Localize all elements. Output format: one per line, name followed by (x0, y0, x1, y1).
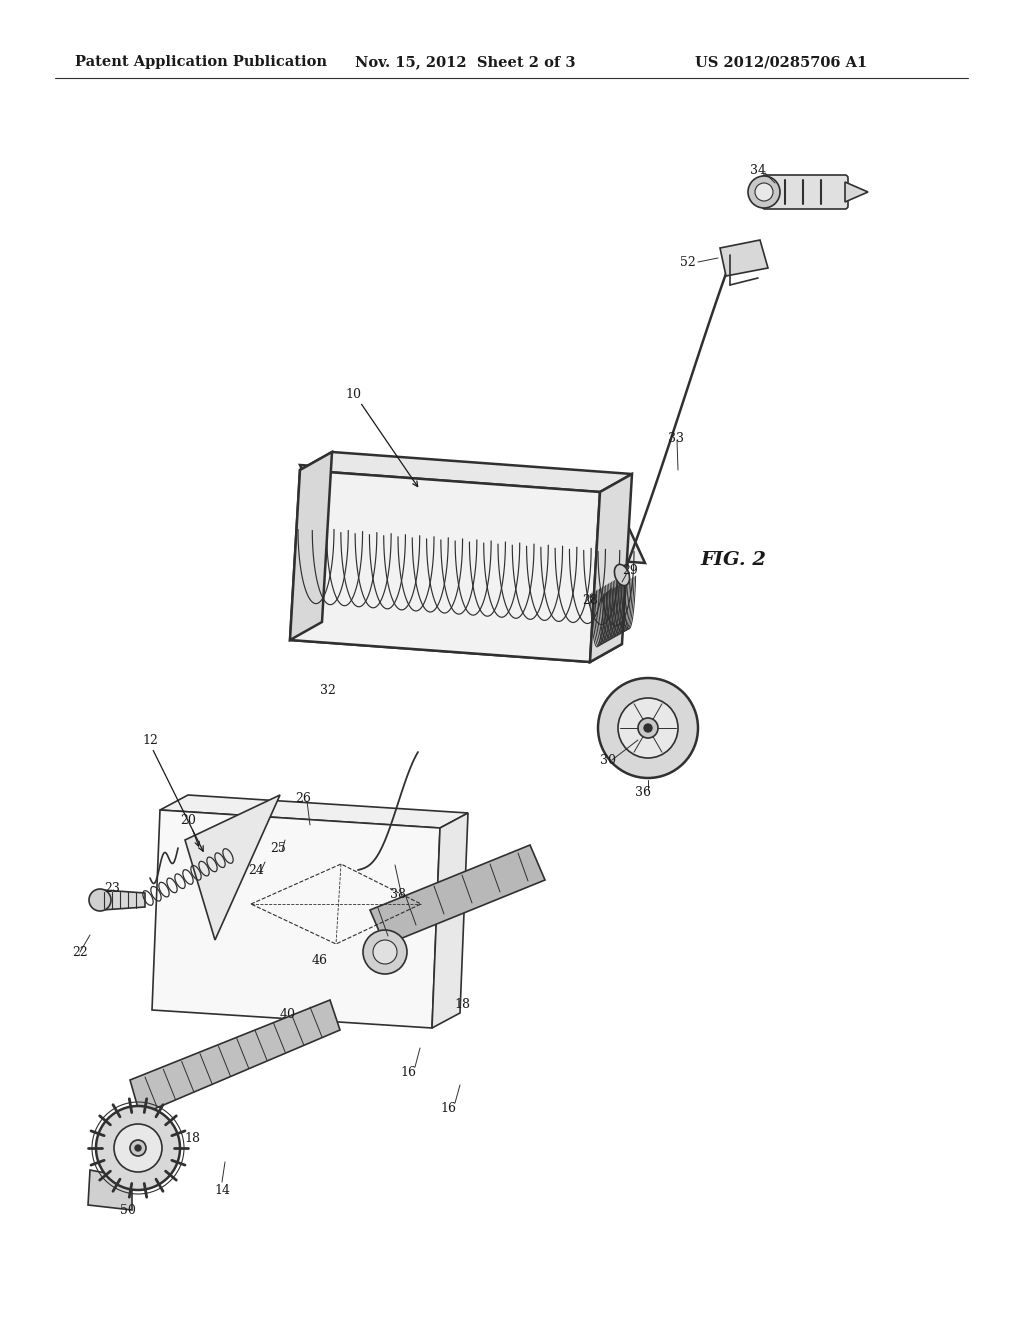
Polygon shape (102, 890, 145, 909)
Polygon shape (152, 810, 440, 1028)
Polygon shape (845, 182, 868, 202)
Circle shape (618, 698, 678, 758)
Text: 33: 33 (668, 432, 684, 445)
Text: Patent Application Publication: Patent Application Publication (75, 55, 327, 69)
Text: 52: 52 (680, 256, 696, 269)
Text: 32: 32 (319, 684, 336, 697)
Text: 24: 24 (248, 863, 264, 876)
Text: 12: 12 (142, 734, 158, 747)
FancyBboxPatch shape (762, 176, 848, 209)
Text: 18: 18 (184, 1131, 200, 1144)
Polygon shape (290, 470, 600, 663)
Polygon shape (300, 465, 645, 564)
Text: 30: 30 (600, 754, 616, 767)
Text: 29: 29 (622, 564, 638, 577)
Circle shape (135, 1144, 141, 1151)
Text: 16: 16 (400, 1065, 416, 1078)
Text: 34: 34 (750, 164, 766, 177)
Circle shape (638, 718, 658, 738)
Text: 25: 25 (270, 842, 286, 854)
Polygon shape (590, 474, 632, 663)
Circle shape (362, 931, 407, 974)
Circle shape (114, 1125, 162, 1172)
Circle shape (130, 1140, 146, 1156)
Circle shape (598, 678, 698, 777)
Polygon shape (88, 1170, 132, 1210)
Text: 50: 50 (120, 1204, 136, 1217)
Circle shape (644, 723, 652, 733)
Polygon shape (160, 795, 468, 828)
Circle shape (748, 176, 780, 209)
Polygon shape (370, 845, 545, 945)
Text: 40: 40 (280, 1008, 296, 1022)
Circle shape (89, 888, 111, 911)
Text: 26: 26 (295, 792, 311, 804)
Text: 23: 23 (104, 882, 120, 895)
Circle shape (96, 1106, 180, 1191)
Polygon shape (290, 622, 622, 663)
Polygon shape (290, 451, 332, 640)
Circle shape (755, 183, 773, 201)
Text: US 2012/0285706 A1: US 2012/0285706 A1 (695, 55, 867, 69)
Text: FIG. 2: FIG. 2 (700, 550, 766, 569)
Text: Nov. 15, 2012  Sheet 2 of 3: Nov. 15, 2012 Sheet 2 of 3 (355, 55, 575, 69)
Text: 22: 22 (72, 945, 88, 958)
Text: 20: 20 (180, 813, 196, 826)
Text: 10: 10 (345, 388, 361, 401)
Text: 14: 14 (214, 1184, 230, 1196)
Polygon shape (185, 795, 280, 940)
Text: 38: 38 (390, 888, 406, 902)
Polygon shape (300, 451, 632, 492)
Polygon shape (432, 813, 468, 1028)
Circle shape (373, 940, 397, 964)
Ellipse shape (614, 565, 630, 586)
Polygon shape (130, 1001, 340, 1115)
Text: 16: 16 (440, 1101, 456, 1114)
Text: 28: 28 (582, 594, 598, 606)
Text: 36: 36 (635, 787, 651, 800)
Polygon shape (720, 240, 768, 276)
Text: 46: 46 (312, 953, 328, 966)
Text: 18: 18 (454, 998, 470, 1011)
